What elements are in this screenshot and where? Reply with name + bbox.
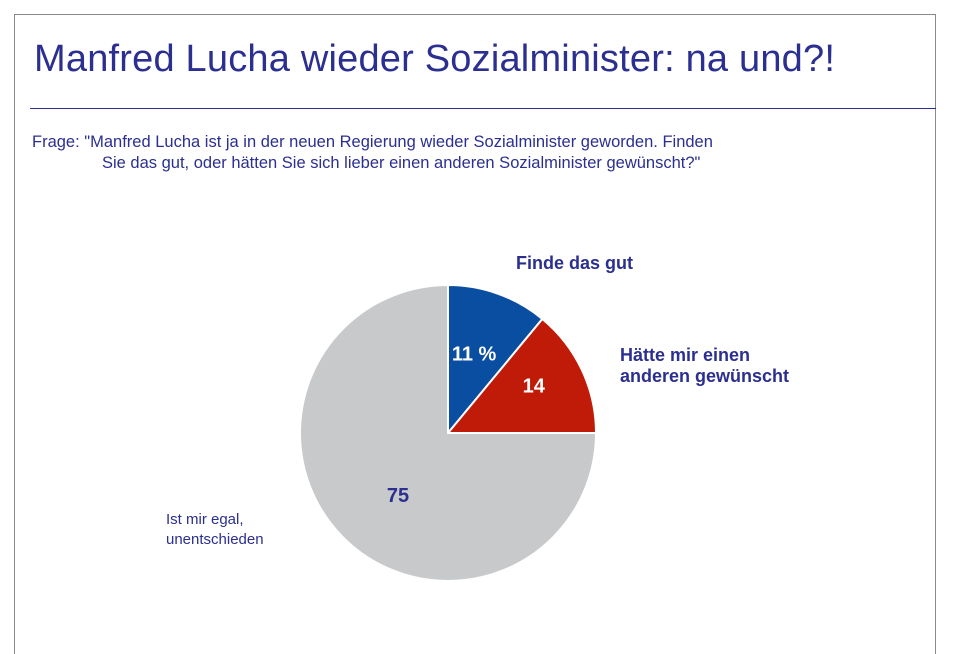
pie-value-label-2: 14	[523, 376, 546, 398]
pie-value-label-3: 75	[387, 485, 409, 507]
pie-slice-2	[445, 317, 598, 434]
legend-label-haette-line2: anderen gewünscht	[620, 366, 790, 386]
legend-label-egal: Ist mir egal, unentschieden	[166, 510, 264, 550]
pie-slice-3	[299, 283, 598, 582]
legend-label-egal-line2: unentschieden	[166, 531, 264, 548]
pie-slice-1	[447, 283, 544, 436]
legend-label-finde: Finde das gut	[516, 253, 633, 273]
legend-label-haette-line1: Hätte mir einen	[620, 345, 751, 365]
pie-slices	[299, 283, 598, 582]
question-line-1: Frage: "Manfred Lucha ist ja in der neue…	[32, 133, 713, 151]
page-title: Manfred Lucha wieder Sozialminister: na …	[34, 38, 836, 80]
chart-frame	[14, 14, 936, 654]
title-divider	[30, 108, 936, 109]
legend-label-egal-line1: Ist mir egal,	[166, 511, 244, 528]
survey-question: Frage: "Manfred Lucha ist ja in der neue…	[32, 132, 912, 174]
pie-value-label-1: 11 %	[452, 344, 497, 366]
question-line-2: Sie das gut, oder hätten Sie sich lieber…	[102, 154, 701, 172]
legend-label-haette: Hätte mir einen anderen gewünscht	[620, 345, 789, 387]
pie-value-labels: 11 % 14 75	[387, 344, 546, 507]
pie-chart: 11 % 14 75	[299, 283, 598, 582]
